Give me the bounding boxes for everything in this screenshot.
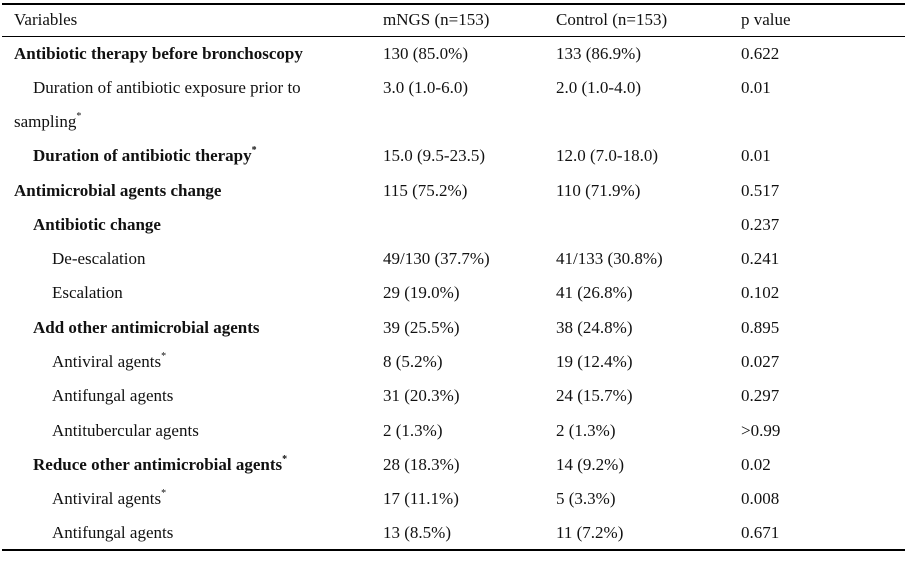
row-p-value: 0.517 [741, 181, 780, 200]
row-mngs: 39 (25.5%) [383, 318, 460, 337]
header-p-value: p value [741, 10, 791, 29]
header-mngs: mNGS (n=153) [383, 10, 490, 29]
row-p-value: 0.671 [741, 523, 780, 542]
row-mngs: 15.0 (9.5-23.5) [383, 146, 485, 165]
table-row: Duration of antibiotic therapy* 15.0 (9.… [0, 139, 907, 173]
row-mngs: 2 (1.3%) [383, 421, 443, 440]
row-mngs: 28 (18.3%) [383, 455, 460, 474]
table-row: Antitubercular agents 2 (1.3%) 2 (1.3%) … [0, 414, 907, 448]
row-control: 12.0 (7.0-18.0) [556, 146, 658, 165]
row-p-value: 0.01 [741, 146, 771, 165]
table-row: Antibiotic therapy before bronchoscopy 1… [0, 37, 907, 71]
row-p-value: 0.02 [741, 455, 771, 474]
row-control: 133 (86.9%) [556, 44, 641, 63]
row-control: 11 (7.2%) [556, 523, 624, 542]
row-label: De-escalation [52, 249, 146, 268]
row-label: Antiviral agents* [52, 351, 167, 371]
row-p-value: 0.297 [741, 386, 780, 405]
row-label: Antibiotic therapy before bronchoscopy [14, 44, 303, 63]
table-header-rule [2, 36, 905, 37]
row-control: 2.0 (1.0-4.0) [556, 78, 641, 97]
row-mngs: 8 (5.2%) [383, 352, 443, 371]
table-row: Antimicrobial agents change 115 (75.2%) … [0, 174, 907, 208]
table-row: Escalation 29 (19.0%) 41 (26.8%) 0.102 [0, 276, 907, 310]
row-mngs: 29 (19.0%) [383, 283, 460, 302]
row-label: Antibiotic change [33, 215, 161, 234]
header-control: Control (n=153) [556, 10, 668, 29]
row-control: 41 (26.8%) [556, 283, 633, 302]
table-row: Antifungal agents 13 (8.5%) 11 (7.2%) 0.… [0, 516, 907, 550]
header-variables: Variables [14, 10, 78, 29]
row-p-value: 0.008 [741, 489, 780, 508]
table-top-rule [2, 3, 905, 5]
table-row: Antifungal agents 31 (20.3%) 24 (15.7%) … [0, 379, 907, 413]
row-label: Reduce other antimicrobial agents* [33, 454, 288, 474]
row-control: 14 (9.2%) [556, 455, 624, 474]
row-label: Antimicrobial agents change [14, 181, 222, 200]
row-label: Add other antimicrobial agents [33, 318, 260, 337]
row-label: Escalation [52, 283, 123, 302]
row-mngs: 31 (20.3%) [383, 386, 460, 405]
row-control: 38 (24.8%) [556, 318, 633, 337]
table-bottom-rule [2, 549, 905, 551]
row-mngs: 17 (11.1%) [383, 489, 459, 508]
row-p-value: >0.99 [741, 421, 781, 440]
row-p-value: 0.027 [741, 352, 780, 371]
table-row: Reduce other antimicrobial agents* 28 (1… [0, 448, 907, 482]
table-row: Antiviral agents* 8 (5.2%) 19 (12.4%) 0.… [0, 345, 907, 379]
row-mngs: 49/130 (37.7%) [383, 249, 490, 268]
row-label: Antifungal agents [52, 386, 174, 405]
table-row: sampling* [0, 105, 907, 139]
row-mngs: 3.0 (1.0-6.0) [383, 78, 468, 97]
row-control: 5 (3.3%) [556, 489, 616, 508]
row-p-value: 0.895 [741, 318, 780, 337]
row-control: 41/133 (30.8%) [556, 249, 663, 268]
row-control: 2 (1.3%) [556, 421, 616, 440]
table-row: Duration of antibiotic exposure prior to… [0, 71, 907, 105]
row-p-value: 0.01 [741, 78, 771, 97]
table-row: Add other antimicrobial agents 39 (25.5%… [0, 311, 907, 345]
table-header-row: Variables mNGS (n=153) Control (n=153) p… [0, 3, 907, 37]
row-mngs: 115 (75.2%) [383, 181, 468, 200]
row-control: 110 (71.9%) [556, 181, 641, 200]
row-p-value: 0.241 [741, 249, 780, 268]
row-label: Duration of antibiotic therapy* [33, 145, 257, 165]
row-label: Duration of antibiotic exposure prior to [33, 78, 301, 97]
row-p-value: 0.237 [741, 215, 780, 234]
table-row: Antiviral agents* 17 (11.1%) 5 (3.3%) 0.… [0, 482, 907, 516]
row-p-value: 0.102 [741, 283, 780, 302]
row-p-value: 0.622 [741, 44, 780, 63]
table-row: De-escalation 49/130 (37.7%) 41/133 (30.… [0, 242, 907, 276]
row-label: Antiviral agents* [52, 488, 167, 508]
row-control: 24 (15.7%) [556, 386, 633, 405]
row-label: sampling* [14, 111, 82, 131]
row-mngs: 13 (8.5%) [383, 523, 451, 542]
row-label: Antitubercular agents [52, 421, 199, 440]
row-control: 19 (12.4%) [556, 352, 633, 371]
row-label: Antifungal agents [52, 523, 174, 542]
table-row: Antibiotic change 0.237 [0, 208, 907, 242]
row-mngs: 130 (85.0%) [383, 44, 468, 63]
